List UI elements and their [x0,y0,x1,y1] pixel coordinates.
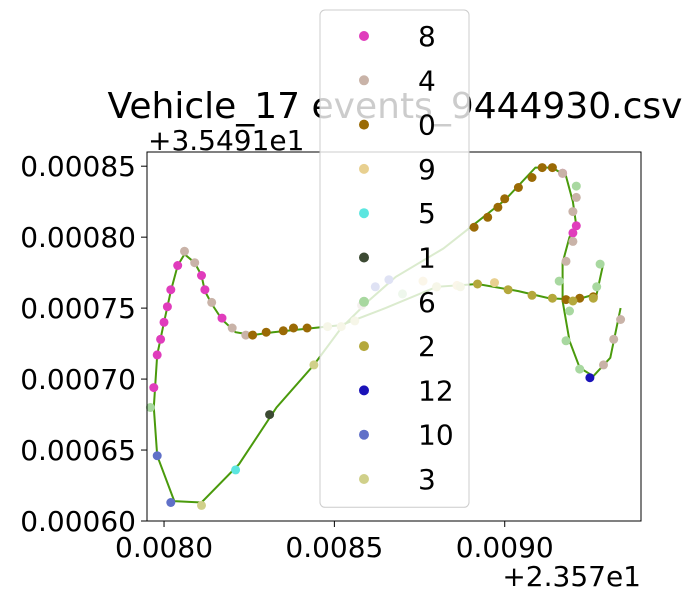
point-6-3 [561,336,571,346]
point-4-6 [568,236,578,246]
point-12-0 [585,373,595,383]
point-4-10 [599,360,608,370]
point-2-2 [527,290,537,300]
legend-label-4: 4 [418,64,436,97]
point-8-10 [568,228,578,238]
legend-marker-4 [359,75,369,86]
point-6-2 [565,306,574,316]
point-0-11 [537,163,547,173]
point-9-2 [490,278,499,288]
point-10-0 [152,451,162,461]
point-8-9 [217,313,227,323]
plot-area: 0.0080 0.0085 0.0090 0.00060 0.00065 0.00070 0… [20,150,642,564]
point-8-1 [152,350,162,360]
y-tick-label-4: 0.00080 [20,221,136,254]
point-0-7 [493,202,503,212]
point-2-4 [568,296,578,306]
point-4-2 [207,297,217,307]
y-tick-label-5: 0.00085 [20,150,136,183]
point-1-0 [265,410,275,420]
point-4-9 [558,168,568,178]
point-6-5 [571,181,581,191]
legend-marker-2 [359,341,369,352]
point-0-4 [302,323,312,333]
point-4-5 [561,256,571,266]
legend-label-1: 1 [418,242,436,275]
point-0-12 [547,163,557,173]
point-8-0 [149,383,159,393]
x-offset-label: +2.357e1 [502,560,641,593]
point-0-14 [575,293,585,303]
point-5-0 [231,465,241,475]
legend-label-0: 0 [418,109,436,142]
point-8-2 [156,334,166,344]
x-tick-label-2: 0.0090 [456,531,554,564]
legend-marker-1 [359,252,369,263]
legend: 8 4 0 9 5 1 6 2 12 10 3 [319,9,470,508]
point-0-8 [500,194,510,204]
legend-marker-10 [359,429,369,440]
legend-label-2: 2 [418,330,436,363]
y-tick-label-2: 0.00070 [20,363,136,396]
point-8-3 [159,317,169,327]
point-0-6 [483,212,493,222]
point-4-11 [609,334,619,344]
point-0-10 [527,173,537,182]
point-4-4 [241,330,251,340]
point-6-7 [592,282,602,292]
legend-label-9: 9 [418,153,436,186]
point-8-11 [571,221,581,231]
legend-label-12: 12 [418,374,454,407]
point-4-8 [571,192,581,202]
point-8-6 [173,261,183,270]
legend-marker-6 [359,296,369,307]
point-0-13 [561,295,571,305]
point-2-0 [473,279,482,289]
x-tick-label-1: 0.0085 [285,531,383,564]
point-4-7 [568,207,578,217]
point-0-1 [261,327,271,337]
point-2-3 [547,293,557,303]
legend-marker-8 [359,31,369,41]
y-tick-label-1: 0.00065 [20,434,136,467]
legend-marker-0 [359,119,369,130]
point-8-4 [162,302,172,312]
point-4-12 [616,315,626,324]
point-0-0 [248,330,258,340]
point-3-1 [309,360,319,370]
point-8-7 [197,271,206,280]
legend-marker-9 [359,163,369,174]
legend-label-3: 3 [418,463,436,496]
point-8-8 [200,285,210,295]
point-2-1 [503,285,513,295]
point-0-9 [513,183,523,192]
point-6-4 [575,364,585,374]
point-4-1 [190,258,200,268]
x-tick-label-0: 0.0080 [115,531,213,564]
point-8-5 [166,285,176,295]
point-10-1 [166,498,176,507]
legend-label-5: 5 [418,197,436,230]
point-4-3 [227,323,237,333]
point-0-5 [469,222,479,232]
point-3-0 [197,500,206,510]
legend-label-6: 6 [418,286,436,319]
y-tick-label-0: 0.00060 [20,505,136,538]
y-tick-label-3: 0.00075 [20,292,136,325]
legend-label-8: 8 [418,20,436,53]
point-0-2 [278,326,288,336]
point-6-0 [145,403,155,412]
legend-marker-12 [359,385,369,396]
point-4-0 [180,246,189,256]
point-0-3 [289,323,298,333]
legend-label-10: 10 [418,419,454,452]
point-6-1 [554,276,564,286]
point-6-6 [595,259,605,269]
point-2-5 [588,293,598,303]
legend-box [319,9,470,508]
legend-marker-5 [359,208,369,219]
legend-marker-3 [359,474,369,484]
